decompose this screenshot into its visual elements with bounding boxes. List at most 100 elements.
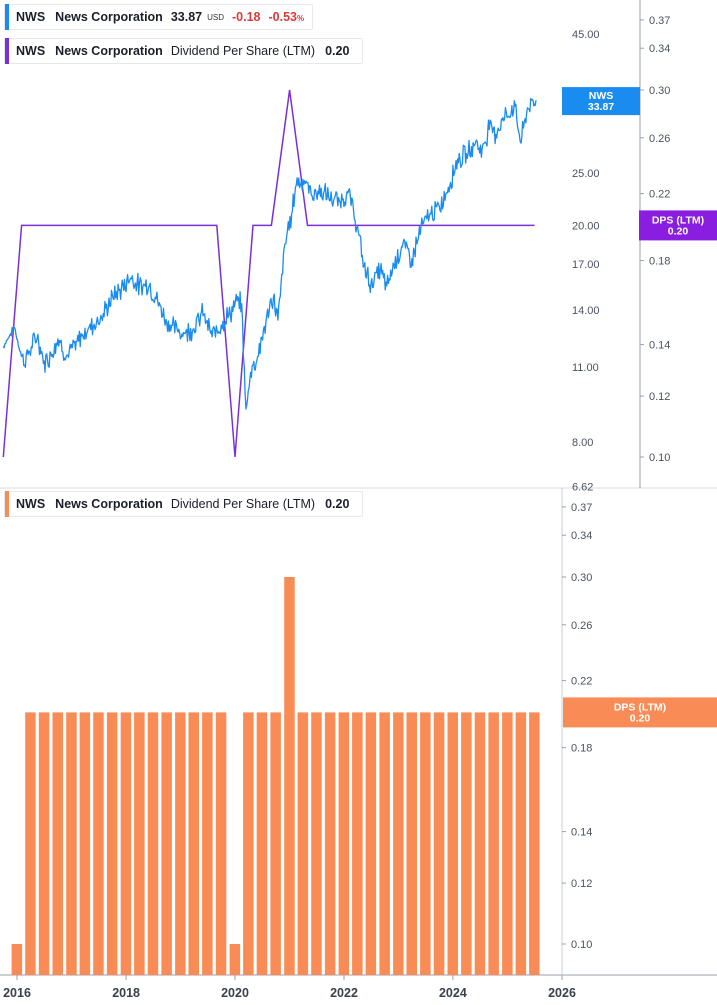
price-legend-company: News Corporation xyxy=(55,10,163,24)
price-axis-tick: 17.00 xyxy=(572,259,600,271)
price-legend-ticker: NWS xyxy=(16,10,46,24)
dps-bottom-badge-value: 0.20 xyxy=(630,712,651,724)
dps-legend-top-value: 0.20 xyxy=(325,44,350,58)
dps-legend-bottom-value: 0.20 xyxy=(325,497,350,511)
price-legend-change-pct-value: -0.53 xyxy=(268,10,298,24)
dps-bar xyxy=(433,712,445,975)
dps-axis-tick-bottom: 0.22 xyxy=(571,676,592,688)
x-axis-tick-label: 2024 xyxy=(439,986,467,1000)
dps-legend-bottom-metric: Dividend Per Share (LTM) xyxy=(170,497,316,511)
dps-axis-tick-top: 0.30 xyxy=(649,85,670,97)
axis-labels: 45.00 25.00 20.00 17.00 14.00 11.00 8.00 6.62 0.… xyxy=(3,15,670,1000)
dps-axis-tick-top: 0.26 xyxy=(649,133,670,145)
price-axis-tick: 14.00 xyxy=(572,305,600,317)
dps-top-badge-value: 0.20 xyxy=(668,225,689,237)
x-axis-tick-label: 2018 xyxy=(112,986,140,1000)
dps-bar xyxy=(529,712,540,975)
dps-legend-bottom-swatch xyxy=(5,491,9,517)
dps-bar xyxy=(120,712,132,975)
dps-axis-tick-top: 0.18 xyxy=(649,256,670,268)
price-axis-tick: 25.00 xyxy=(572,168,600,180)
dps-bar xyxy=(243,712,254,975)
dps-bar xyxy=(52,712,63,975)
dps-bar xyxy=(25,712,36,975)
dps-bar xyxy=(393,712,404,975)
dps-bar xyxy=(379,712,390,975)
dps-bar xyxy=(297,712,309,975)
price-legend-change-pct: -0.53% xyxy=(269,10,305,24)
dps-bar xyxy=(79,712,91,975)
dps-bar xyxy=(202,712,213,975)
x-axis-tick-label: 2026 xyxy=(548,986,576,1000)
price-axis-tick: 20.00 xyxy=(572,221,600,233)
price-legend-swatch xyxy=(5,4,9,30)
dps-bar xyxy=(256,712,268,975)
dps-bar xyxy=(461,712,472,975)
dps-bar-series xyxy=(11,577,540,975)
price-legend[interactable]: NWS News Corporation 33.87 USD -0.18 -0.… xyxy=(4,4,314,30)
dps-bar xyxy=(229,944,241,975)
price-axis-tick: 6.62 xyxy=(572,482,593,494)
dps-bar xyxy=(66,712,77,975)
dps-bar xyxy=(338,712,350,975)
dps-axis-tick-bottom: 0.12 xyxy=(571,878,592,890)
dps-bar xyxy=(147,712,159,975)
dps-axis-tick-top: 0.10 xyxy=(649,452,670,464)
price-line xyxy=(2,97,537,410)
dps-bar xyxy=(215,712,227,975)
price-axis-tick: 45.00 xyxy=(572,29,600,41)
price-legend-currency: USD xyxy=(207,12,224,22)
dps-legend-top-metric: Dividend Per Share (LTM) xyxy=(170,44,316,58)
dps-bottom-badge-box xyxy=(563,697,717,728)
dps-bottom-badge-label: DPS (LTM) xyxy=(614,701,666,713)
dps-bar xyxy=(515,712,527,975)
x-axis-tick-label: 2016 xyxy=(3,986,31,1000)
price-badge-label: NWS xyxy=(589,90,614,102)
dps-legend-top-company: News Corporation xyxy=(55,44,163,58)
dps-bar xyxy=(270,712,281,975)
dps-line-series xyxy=(2,89,535,458)
dps-axis-tick-top: 0.22 xyxy=(649,189,670,201)
price-line-series xyxy=(2,97,537,410)
dps-bar xyxy=(502,712,513,975)
dps-axis-tick-bottom: 0.30 xyxy=(571,572,592,584)
dps-bar xyxy=(106,712,118,975)
dps-legend-bottom-company: News Corporation xyxy=(55,497,163,511)
dps-axis-tick-top: 0.14 xyxy=(649,340,670,352)
dps-axis-tick-bottom: 0.14 xyxy=(571,827,592,839)
dps-bar xyxy=(134,712,145,975)
dps-legend-top[interactable]: NWS News Corporation Dividend Per Share … xyxy=(4,38,364,64)
dps-bar xyxy=(365,712,377,975)
price-legend-pct-sign: % xyxy=(297,14,305,23)
dps-axis-tick-bottom: 0.18 xyxy=(571,743,592,755)
price-badge-value: 33.87 xyxy=(588,101,614,113)
dps-legend-bottom[interactable]: NWS News Corporation Dividend Per Share … xyxy=(4,491,364,517)
dps-axis-tick-bottom: 0.34 xyxy=(571,530,592,542)
x-axis-tick-label: 2020 xyxy=(221,986,249,1000)
dps-legend-top-swatch xyxy=(5,38,9,64)
dps-bar xyxy=(447,712,458,975)
dps-bar xyxy=(11,944,23,975)
x-axis-tick-label: 2022 xyxy=(330,986,358,1000)
dps-bar xyxy=(175,712,186,975)
price-legend-change: -0.18 xyxy=(232,10,261,24)
price-badge-box xyxy=(562,87,640,116)
dps-legend-top-ticker: NWS xyxy=(16,44,46,58)
dps-bar xyxy=(474,712,486,975)
dps-line xyxy=(2,89,535,458)
dps-bar xyxy=(93,712,104,975)
dps-bar xyxy=(406,712,417,975)
dps-bar xyxy=(420,712,431,975)
dps-bar xyxy=(352,712,363,975)
dps-top-badge-box xyxy=(639,210,717,241)
dps-bar xyxy=(488,712,499,975)
dps-bar xyxy=(188,712,199,975)
price-axis-tick: 11.00 xyxy=(572,362,599,374)
price-legend-value: 33.87 xyxy=(170,10,203,24)
dps-axis-tick-bottom: 0.10 xyxy=(571,939,592,951)
dps-axis-tick-bottom: 0.37 xyxy=(571,502,592,514)
dps-top-badge-label: DPS (LTM) xyxy=(652,214,704,226)
dps-legend-bottom-ticker: NWS xyxy=(16,497,46,511)
dps-axis-tick-top: 0.12 xyxy=(649,391,670,403)
dps-bar xyxy=(284,577,295,975)
